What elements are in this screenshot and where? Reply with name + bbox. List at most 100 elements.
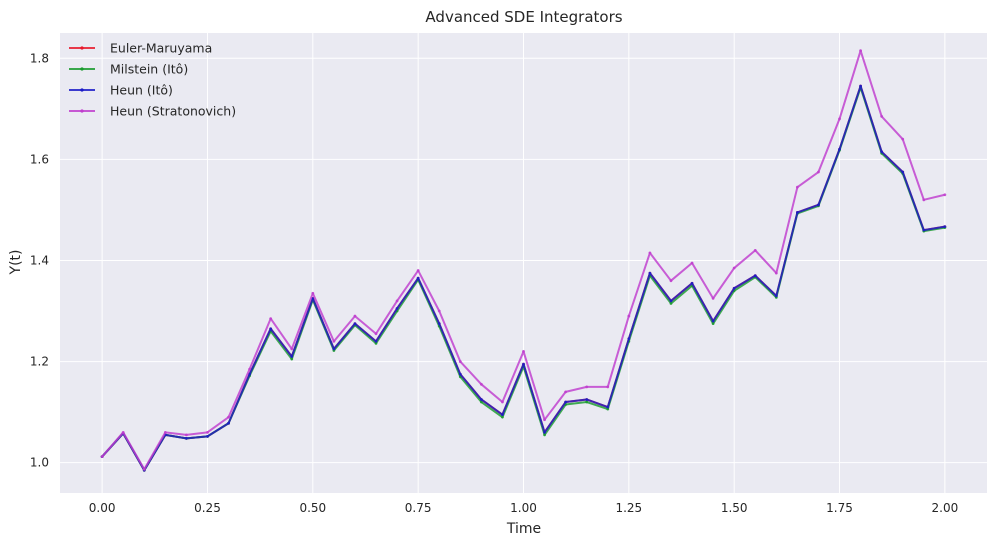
data-point	[501, 400, 504, 404]
data-point	[606, 405, 610, 409]
data-point	[269, 317, 273, 321]
x-tick-label: 0.50	[299, 501, 326, 515]
y-tick-label: 1.4	[30, 253, 49, 267]
data-point	[185, 433, 188, 437]
legend-item: Heun (Stratonovich)	[69, 104, 236, 119]
x-tick-label: 0.75	[405, 501, 432, 515]
data-point	[732, 286, 736, 290]
data-point	[543, 433, 546, 437]
legend-label: Euler-Maruyama	[110, 41, 212, 56]
data-point	[943, 225, 947, 229]
data-point	[711, 296, 715, 300]
data-point	[290, 355, 294, 358]
data-point	[501, 415, 504, 419]
legend-label: Heun (Stratonovich)	[110, 104, 236, 119]
legend-label: Milstein (Itô)	[110, 62, 188, 77]
data-point	[206, 430, 209, 434]
data-point	[795, 185, 799, 189]
y-tick-label: 1.6	[30, 152, 49, 166]
data-point	[522, 362, 525, 366]
data-point	[163, 430, 167, 434]
data-point	[922, 198, 926, 202]
data-point	[227, 421, 230, 425]
x-tick-label: 2.00	[932, 501, 959, 515]
data-point	[585, 400, 589, 404]
data-point	[206, 434, 209, 438]
data-point	[753, 248, 757, 252]
legend-marker	[80, 46, 84, 50]
data-point	[585, 398, 589, 401]
grid	[60, 33, 987, 493]
data-point	[416, 269, 420, 272]
x-axis-label: Time	[506, 521, 541, 537]
data-point	[690, 281, 694, 285]
data-point	[248, 367, 252, 371]
data-point	[543, 430, 546, 434]
data-point	[627, 314, 631, 318]
data-point	[922, 228, 926, 232]
data-point	[269, 327, 273, 331]
legend-item: Milstein (Itô)	[69, 62, 188, 77]
data-point	[732, 266, 736, 270]
data-point	[774, 271, 778, 275]
y-tick-label: 1.2	[30, 355, 49, 369]
data-point	[479, 398, 483, 401]
data-point	[543, 418, 546, 422]
data-point	[374, 341, 378, 345]
x-tick-label: 1.50	[721, 501, 748, 515]
data-point	[437, 309, 441, 313]
y-tick-label: 1.0	[30, 456, 49, 470]
data-point	[564, 400, 568, 404]
legend-marker	[80, 88, 84, 92]
data-point	[290, 357, 294, 361]
data-point	[711, 322, 715, 326]
data-point	[711, 319, 715, 323]
legend-item: Euler-Maruyama	[69, 41, 212, 56]
legend-label: Heun (Itô)	[110, 83, 173, 98]
x-tick-label: 1.25	[615, 501, 642, 515]
series-heun-stratonovich	[100, 49, 947, 471]
data-point	[648, 251, 652, 255]
data-point	[353, 322, 357, 326]
y-tick-label: 1.8	[30, 51, 49, 65]
data-point	[479, 400, 483, 404]
data-point	[290, 347, 294, 351]
data-point	[501, 413, 504, 417]
data-point	[795, 211, 799, 214]
data-point	[248, 372, 252, 376]
data-point	[838, 117, 841, 121]
data-point	[374, 339, 378, 343]
x-tick-label: 1.75	[826, 501, 853, 515]
chart-title: Advanced SDE Integrators	[425, 8, 622, 26]
legend: Euler-Maruyama Milstein (Itô) Heun (Itô) He…	[69, 41, 236, 119]
data-point	[585, 385, 589, 389]
data-point	[690, 261, 694, 265]
data-point	[669, 279, 673, 283]
series-layer	[100, 49, 947, 472]
data-point	[669, 302, 673, 305]
data-point	[753, 274, 757, 278]
data-point	[669, 299, 673, 303]
data-point	[522, 350, 525, 353]
x-tick-label: 0.00	[89, 501, 116, 515]
data-point	[458, 360, 462, 363]
legend-marker	[80, 67, 84, 71]
data-point	[332, 347, 336, 351]
data-point	[100, 455, 104, 459]
data-point	[121, 430, 125, 434]
data-point	[395, 299, 399, 303]
data-point	[353, 314, 357, 318]
data-point	[142, 467, 146, 471]
series-heun-it	[100, 84, 947, 472]
data-point	[606, 385, 610, 389]
data-point	[859, 49, 862, 53]
data-point	[332, 339, 336, 343]
data-point	[880, 115, 884, 118]
data-point	[901, 137, 905, 141]
x-tick-label: 0.25	[194, 501, 221, 515]
data-point	[880, 150, 884, 154]
data-point	[479, 382, 483, 386]
data-point	[458, 372, 462, 376]
data-point	[817, 170, 820, 174]
